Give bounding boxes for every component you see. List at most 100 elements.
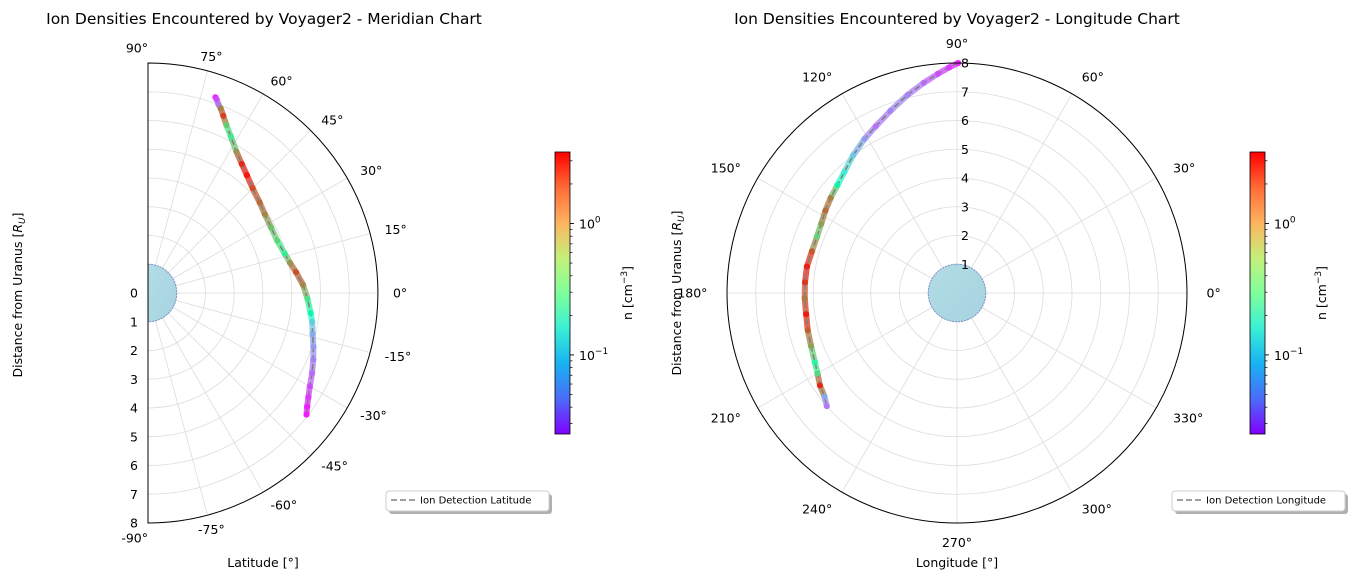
longitude-r-tick-labels: 1 2 3 4 5 6 7 8	[961, 56, 969, 272]
data-point	[822, 207, 829, 214]
data-point	[238, 160, 245, 167]
meridian-ion-detection-line	[212, 94, 317, 418]
meridian-colorbar-ticks: 10−1 100	[570, 160, 608, 424]
colorbar-tick-label: 10−1	[1274, 347, 1303, 363]
r-tick-label: 7	[130, 487, 138, 502]
theta-tick-label: -30°	[360, 408, 387, 423]
data-point	[249, 185, 256, 192]
theta-tick-label: -75°	[198, 522, 225, 537]
colorbar-tick-label: 100	[579, 215, 601, 231]
theta-tick-label: -45°	[321, 459, 348, 474]
grid-spoke	[956, 177, 1157, 294]
longitude-chart: Ion Densities Encountered by Voyager2 - …	[669, 10, 1348, 570]
r-tick-label: 6	[961, 113, 969, 128]
data-point	[872, 123, 879, 130]
data-point	[803, 263, 810, 270]
data-point	[816, 382, 823, 389]
data-point	[811, 359, 818, 366]
r-tick-label: 2	[130, 343, 138, 358]
data-point	[818, 220, 825, 227]
theta-tick-label: -15°	[385, 349, 412, 364]
data-point	[233, 148, 240, 155]
theta-tick-label: 240°	[802, 502, 832, 517]
longitude-colorbar-ticks: 10−1 100	[1265, 160, 1303, 424]
meridian-theta-tick-labels: -90°-75°-60°-45°-30°-15°0°15°30°45°60°75…	[121, 41, 411, 546]
meridian-grid	[147, 62, 379, 524]
r-tick-label: 4	[130, 401, 138, 416]
longitude-planet-disk	[927, 263, 987, 323]
theta-tick-label: 0°	[393, 286, 407, 301]
data-point	[243, 172, 250, 179]
theta-tick-label: -60°	[270, 498, 297, 513]
theta-tick-label: 45°	[321, 112, 343, 127]
theta-tick-label: 15°	[385, 222, 407, 237]
planet-circle	[147, 263, 178, 323]
grid-spoke	[147, 93, 264, 294]
data-point	[309, 318, 316, 325]
data-point	[217, 105, 224, 112]
meridian-x-axis-label: Latitude [°]	[227, 555, 298, 570]
meridian-scatter-points	[212, 94, 317, 418]
data-point	[823, 403, 830, 410]
data-point	[310, 356, 317, 363]
grid-spoke	[147, 130, 311, 294]
data-point	[904, 91, 911, 98]
longitude-y-axis-label: Distance from Uranus [RU]	[669, 210, 687, 375]
theta-tick-label: 330°	[1173, 410, 1203, 425]
longitude-legend-label: Ion Detection Longitude	[1206, 496, 1326, 507]
data-point	[274, 237, 281, 244]
data-point	[268, 224, 275, 231]
frame-circle	[726, 62, 1188, 524]
planet-circle	[927, 263, 987, 323]
data-point	[801, 279, 808, 286]
meridian-chart: Ion Densities Encountered by Voyager2 - …	[10, 10, 635, 570]
data-point	[220, 112, 227, 119]
longitude-theta-tick-labels: 0° 30° 60° 90° 120° 150° 180° 210° 240° 270° 300° 3…	[677, 36, 1220, 550]
longitude-plot-frame	[726, 62, 1188, 524]
theta-tick-label: 30°	[1173, 161, 1195, 176]
meridian-r-tick-labels: 0 1 2 3 4 5 6 7 8	[130, 286, 138, 531]
data-point	[223, 121, 230, 128]
longitude-ion-detection-line	[801, 60, 962, 410]
grid-spoke	[956, 292, 1073, 493]
longitude-legend: Ion Detection Longitude	[1171, 490, 1348, 514]
meridian-colorbar-label: n [cm−3]	[620, 266, 635, 320]
longitude-colorbar-label: n [cm−3]	[1314, 266, 1329, 320]
r-tick-label: 0	[130, 286, 138, 301]
longitude-scatter-points	[801, 60, 962, 410]
data-point	[821, 393, 828, 400]
data-point	[814, 233, 821, 240]
theta-tick-label: 90°	[946, 36, 968, 51]
data-point	[801, 295, 808, 302]
theta-tick-label: 210°	[711, 410, 741, 425]
data-point	[305, 394, 312, 401]
data-point	[808, 248, 815, 255]
r-tick-label: 8	[961, 56, 969, 71]
grid-spoke	[841, 93, 958, 294]
grid-spoke	[956, 93, 1073, 294]
data-point	[834, 182, 841, 189]
r-tick-label: 3	[130, 372, 138, 387]
data-point	[946, 64, 953, 71]
grid-spoke	[147, 292, 208, 516]
grid-spoke	[841, 292, 958, 493]
colorbar-tick-label: 100	[1274, 215, 1296, 231]
data-point	[814, 370, 821, 377]
longitude-chart-title: Ion Densities Encountered by Voyager2 - …	[734, 10, 1180, 28]
data-point	[304, 403, 311, 410]
theta-tick-label: 30°	[360, 163, 382, 178]
data-point	[803, 311, 810, 318]
data-point	[309, 370, 316, 377]
longitude-colorbar-gradient	[1249, 151, 1266, 435]
grid-spoke	[147, 233, 371, 294]
data-point	[841, 169, 848, 176]
theta-tick-label: 150°	[711, 161, 741, 176]
r-tick-label: 2	[961, 228, 969, 243]
meridian-colorbar-gradient	[554, 151, 571, 435]
meridian-chart-title: Ion Densities Encountered by Voyager2 - …	[46, 10, 482, 28]
data-point	[228, 133, 235, 140]
theta-tick-label: 270°	[942, 535, 972, 550]
grid-spoke	[147, 292, 371, 353]
data-point	[303, 411, 310, 418]
